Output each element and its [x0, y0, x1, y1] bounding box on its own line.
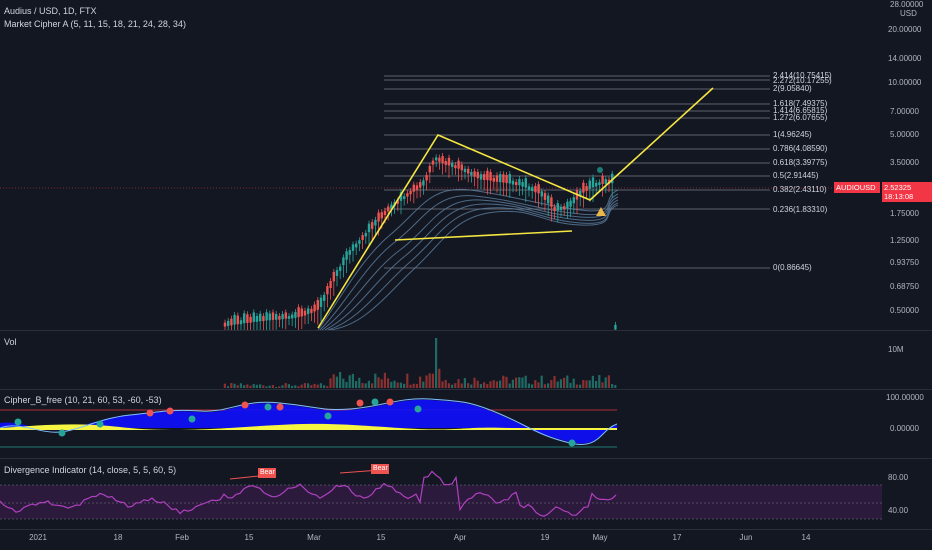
current-price: 2.52325 — [884, 183, 912, 192]
fib-level-label: 0.786(4.08590) — [773, 144, 828, 153]
price-tick: 7.00000 — [890, 107, 919, 116]
price-tick: 1.25000 — [890, 236, 919, 245]
price-tick: 5.00000 — [890, 130, 919, 139]
candlesticks — [223, 153, 617, 330]
time-tick: Apr — [453, 533, 467, 542]
price-tick: 14.00000 — [888, 54, 922, 63]
volume-bars — [223, 338, 617, 388]
pane-separator[interactable] — [0, 389, 932, 390]
cipher-tick: 100.00000 — [886, 393, 924, 402]
divergence-tick: 40.00 — [888, 506, 909, 515]
badge-symbol: AUDIOUSD — [836, 183, 876, 192]
time-tick: Mar — [307, 533, 321, 542]
time-tick: 17 — [672, 533, 682, 542]
fib-level-label: 2.272(10.17255) — [773, 76, 832, 85]
fib-level-label: 0.5(2.91445) — [773, 171, 819, 180]
pane-separator[interactable] — [0, 458, 932, 459]
fib-level-label: 0.618(3.39775) — [773, 158, 828, 167]
cipher-dots — [14, 398, 576, 447]
divergence-tick: 80.00 — [888, 473, 909, 482]
fib-level-label: 2.414(10.75415) — [773, 71, 832, 80]
price-tick: 1.75000 — [890, 209, 919, 218]
price-tick: 0.68750 — [890, 282, 919, 291]
fib-level-label: 1.414(6.65815) — [773, 106, 828, 115]
price-tick: 0.50000 — [890, 306, 919, 315]
volume-title: Vol — [4, 337, 17, 347]
bear-label: Bear — [373, 465, 388, 472]
time-tick: Feb — [175, 533, 189, 542]
time-tick: Jun — [739, 533, 753, 542]
bear-label: Bear — [260, 469, 275, 476]
volume-chart — [223, 338, 617, 388]
bar-countdown: 18:13:08 — [884, 192, 914, 201]
fib-level-label: 0.382(2.43110) — [773, 185, 827, 194]
price-tick: 3.50000 — [890, 158, 919, 167]
divergence-axis[interactable]: 80.00 40.00 — [882, 459, 932, 529]
currency-label: USD — [900, 9, 917, 18]
fib-level-label: 2(9.05840) — [773, 84, 812, 93]
symbol-badge: AUDIOUSD — [834, 182, 880, 193]
volume-tick: 10M — [888, 345, 904, 354]
pane-separator — [0, 529, 932, 530]
cipher-tick: 0.00000 — [890, 424, 919, 433]
divergence-pane[interactable]: Divergence Indicator (14, close, 5, 5, 6… — [0, 459, 882, 529]
price-badge: 2.52325 18:13:08 — [882, 182, 932, 202]
fib-level-label: 1(4.96245) — [773, 130, 812, 139]
time-tick: 15 — [376, 533, 386, 542]
time-tick: May — [592, 533, 608, 542]
symbol-title[interactable]: Audius / USD, 1D, FTX — [4, 6, 97, 16]
price-pane[interactable]: Audius / USD, 1D, FTX Market Cipher A (5… — [0, 0, 882, 330]
price-tick: 20.00000 — [888, 25, 922, 34]
cipher-b-chart — [0, 398, 618, 448]
divergence-chart — [0, 464, 882, 520]
cipher-b-pane[interactable]: Cipher_B_free (10, 21, 60, 53, -60, -53) — [0, 390, 882, 458]
price-chart — [0, 75, 882, 330]
divergence-title[interactable]: Divergence Indicator (14, close, 5, 5, 6… — [4, 465, 177, 475]
time-tick: 14 — [801, 533, 811, 542]
fib-level-label: 1.272(6.07655) — [773, 113, 828, 122]
cipher-b-title[interactable]: Cipher_B_free (10, 21, 60, 53, -60, -53) — [4, 395, 162, 405]
cipher-axis[interactable]: 100.00000 0.00000 — [882, 390, 932, 458]
fib-level-label: 1.618(7.49375) — [773, 99, 828, 108]
pane-separator[interactable] — [0, 330, 932, 331]
fib-level-label: 0(0.86645) — [773, 263, 812, 272]
price-tick: 28.00000 — [890, 0, 924, 9]
indicator-title[interactable]: Market Cipher A (5, 11, 15, 18, 21, 24, … — [4, 19, 186, 29]
time-tick: 2021 — [29, 533, 47, 542]
time-tick: 15 — [244, 533, 254, 542]
price-tick: 10.00000 — [888, 78, 922, 87]
volume-pane[interactable]: Vol — [0, 331, 882, 389]
time-tick: 18 — [113, 533, 123, 542]
time-tick: 19 — [540, 533, 550, 542]
price-axis[interactable]: 28.00000 USD 20.00000 14.00000 10.00000 … — [882, 0, 932, 330]
volume-axis[interactable]: 10M — [882, 331, 932, 389]
fib-level-label: 0.236(1.83310) — [773, 205, 828, 214]
price-tick: 0.93750 — [890, 258, 919, 267]
